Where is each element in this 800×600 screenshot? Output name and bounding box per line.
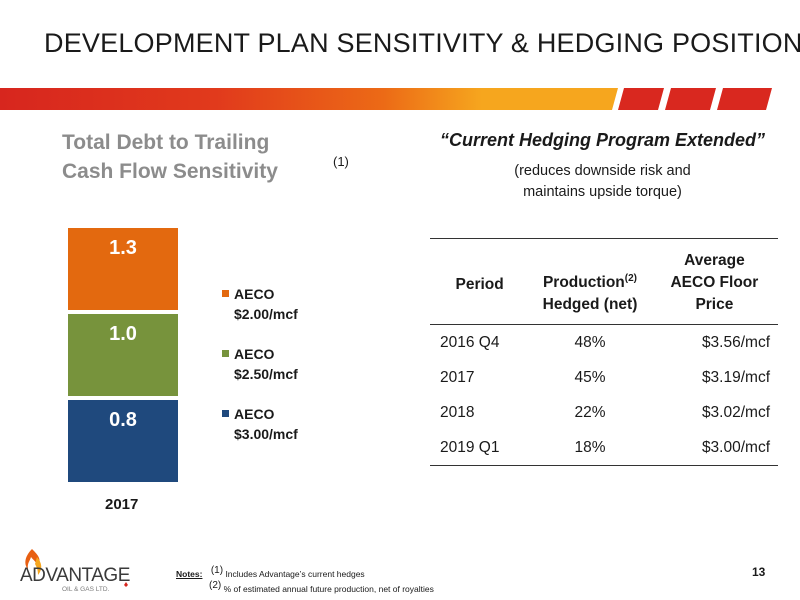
notes-label: Notes:	[176, 568, 203, 579]
cell-period: 2017	[440, 368, 475, 386]
chart-title: Total Debt to Trailing Cash Flow Sensiti…	[62, 131, 278, 183]
legend-item-3-00: AECO $3.00/mcf	[222, 404, 298, 444]
bar-segment	[68, 228, 178, 310]
cell-hedged: 22%	[574, 403, 606, 421]
bar-data-label: 0.8	[109, 409, 137, 431]
legend-swatch	[222, 350, 229, 357]
bar-segment	[68, 400, 178, 482]
cell-period: 2019 Q1	[440, 438, 500, 456]
cell-floor: $3.19/mcf	[701, 368, 770, 386]
table-row: 2018 22% $3.02/mcf	[430, 395, 778, 430]
header-production: Production(2) Hedged (net)	[529, 239, 651, 325]
cell-hedged: 45%	[574, 368, 606, 386]
header-production-line1: Production	[542, 274, 625, 291]
footnote-1: Notes: (1) Includes Advantage’s current …	[176, 565, 434, 580]
cell-floor: $3.00/mcf	[701, 438, 770, 456]
hedging-subtitle-line2: maintains upside torque)	[523, 184, 682, 200]
accent-band	[0, 88, 772, 110]
footnote-2-text: % of estimated annual future production,…	[223, 583, 434, 594]
footnote-1-text: Includes Advantage’s current hedges	[225, 568, 365, 579]
header-floor-line1: Average	[684, 252, 745, 269]
legend-swatch	[222, 290, 229, 297]
legend-item-2-50: AECO $2.50/mcf	[222, 344, 298, 384]
page-title: DEVELOPMENT PLAN SENSITIVITY & HEDGING P…	[44, 28, 800, 58]
hedging-subtitle-line1: (reduces downside risk and	[514, 163, 691, 179]
footnote-2: (2) % of estimated annual future product…	[176, 580, 434, 595]
flame-icon	[25, 549, 40, 569]
footnote-marker: (2)	[624, 272, 638, 284]
cell-period: 2016 Q4	[440, 333, 500, 351]
cell-hedged: 18%	[574, 438, 606, 456]
table-row: 2016 Q4 48% $3.56/mcf	[430, 325, 778, 361]
table-row: 2019 Q1 18% $3.00/mcf	[430, 430, 778, 466]
legend-label-line1: AECO	[234, 286, 275, 302]
bar-data-label: 1.3	[109, 237, 137, 259]
footnote-2-marker: (2)	[209, 579, 222, 591]
legend-item-2-00: AECO $2.00/mcf	[222, 284, 298, 324]
chart-footnote-marker: (1)	[333, 154, 349, 169]
header-production-line2: Hedged (net)	[542, 296, 638, 313]
table-header-row: Period Production(2) Hedged (net) Averag…	[430, 238, 778, 325]
cell-period: 2018	[440, 403, 475, 421]
legend-label-line1: AECO	[234, 406, 275, 422]
legend-label-line2: $3.00/mcf	[234, 426, 298, 442]
cell-hedged: 48%	[574, 333, 606, 351]
footnote-1-marker: (1)	[210, 565, 224, 576]
logo-wordmark: ADVANTAGE	[20, 565, 130, 586]
accent-band-main	[0, 88, 618, 110]
header-floor-price: Average AECO Floor Price	[651, 239, 778, 325]
table-row: 2017 45% $3.19/mcf	[430, 360, 778, 395]
legend-label-line1: AECO	[234, 346, 275, 362]
accent-band-slash-1	[618, 88, 664, 110]
accent-band-slash-3	[717, 88, 772, 110]
header-floor-line3: Price	[695, 296, 734, 313]
footnotes: Notes: (1) Includes Advantage’s current …	[176, 565, 434, 595]
logo-subtitle: OIL & GAS LTD.	[62, 586, 110, 593]
stacked-bar-chart: 0.8 1.0 1.3	[68, 228, 178, 482]
bar-data-label: 1.0	[109, 323, 137, 345]
bar-segment	[68, 314, 178, 396]
hedging-table: Period Production(2) Hedged (net) Averag…	[430, 238, 778, 466]
header-floor-line2: AECO Floor	[670, 274, 759, 291]
hedging-subtitle: (reduces downside risk and maintains ups…	[430, 161, 775, 203]
x-tick-label: 2017	[105, 496, 139, 513]
cell-floor: $3.56/mcf	[701, 333, 770, 351]
maple-leaf-icon	[124, 582, 128, 587]
hedging-title: “Current Hedging Program Extended”	[439, 130, 766, 150]
header-period: Period	[455, 275, 504, 293]
accent-band-slash-2	[665, 88, 716, 110]
cell-floor: $3.02/mcf	[701, 403, 770, 421]
slide-number: 13	[752, 565, 766, 579]
legend-label-line2: $2.50/mcf	[234, 366, 298, 382]
advantage-logo: ADVANTAGE OIL & GAS LTD.	[20, 549, 130, 593]
legend-label-line2: $2.00/mcf	[234, 306, 298, 322]
legend-swatch	[222, 410, 229, 417]
